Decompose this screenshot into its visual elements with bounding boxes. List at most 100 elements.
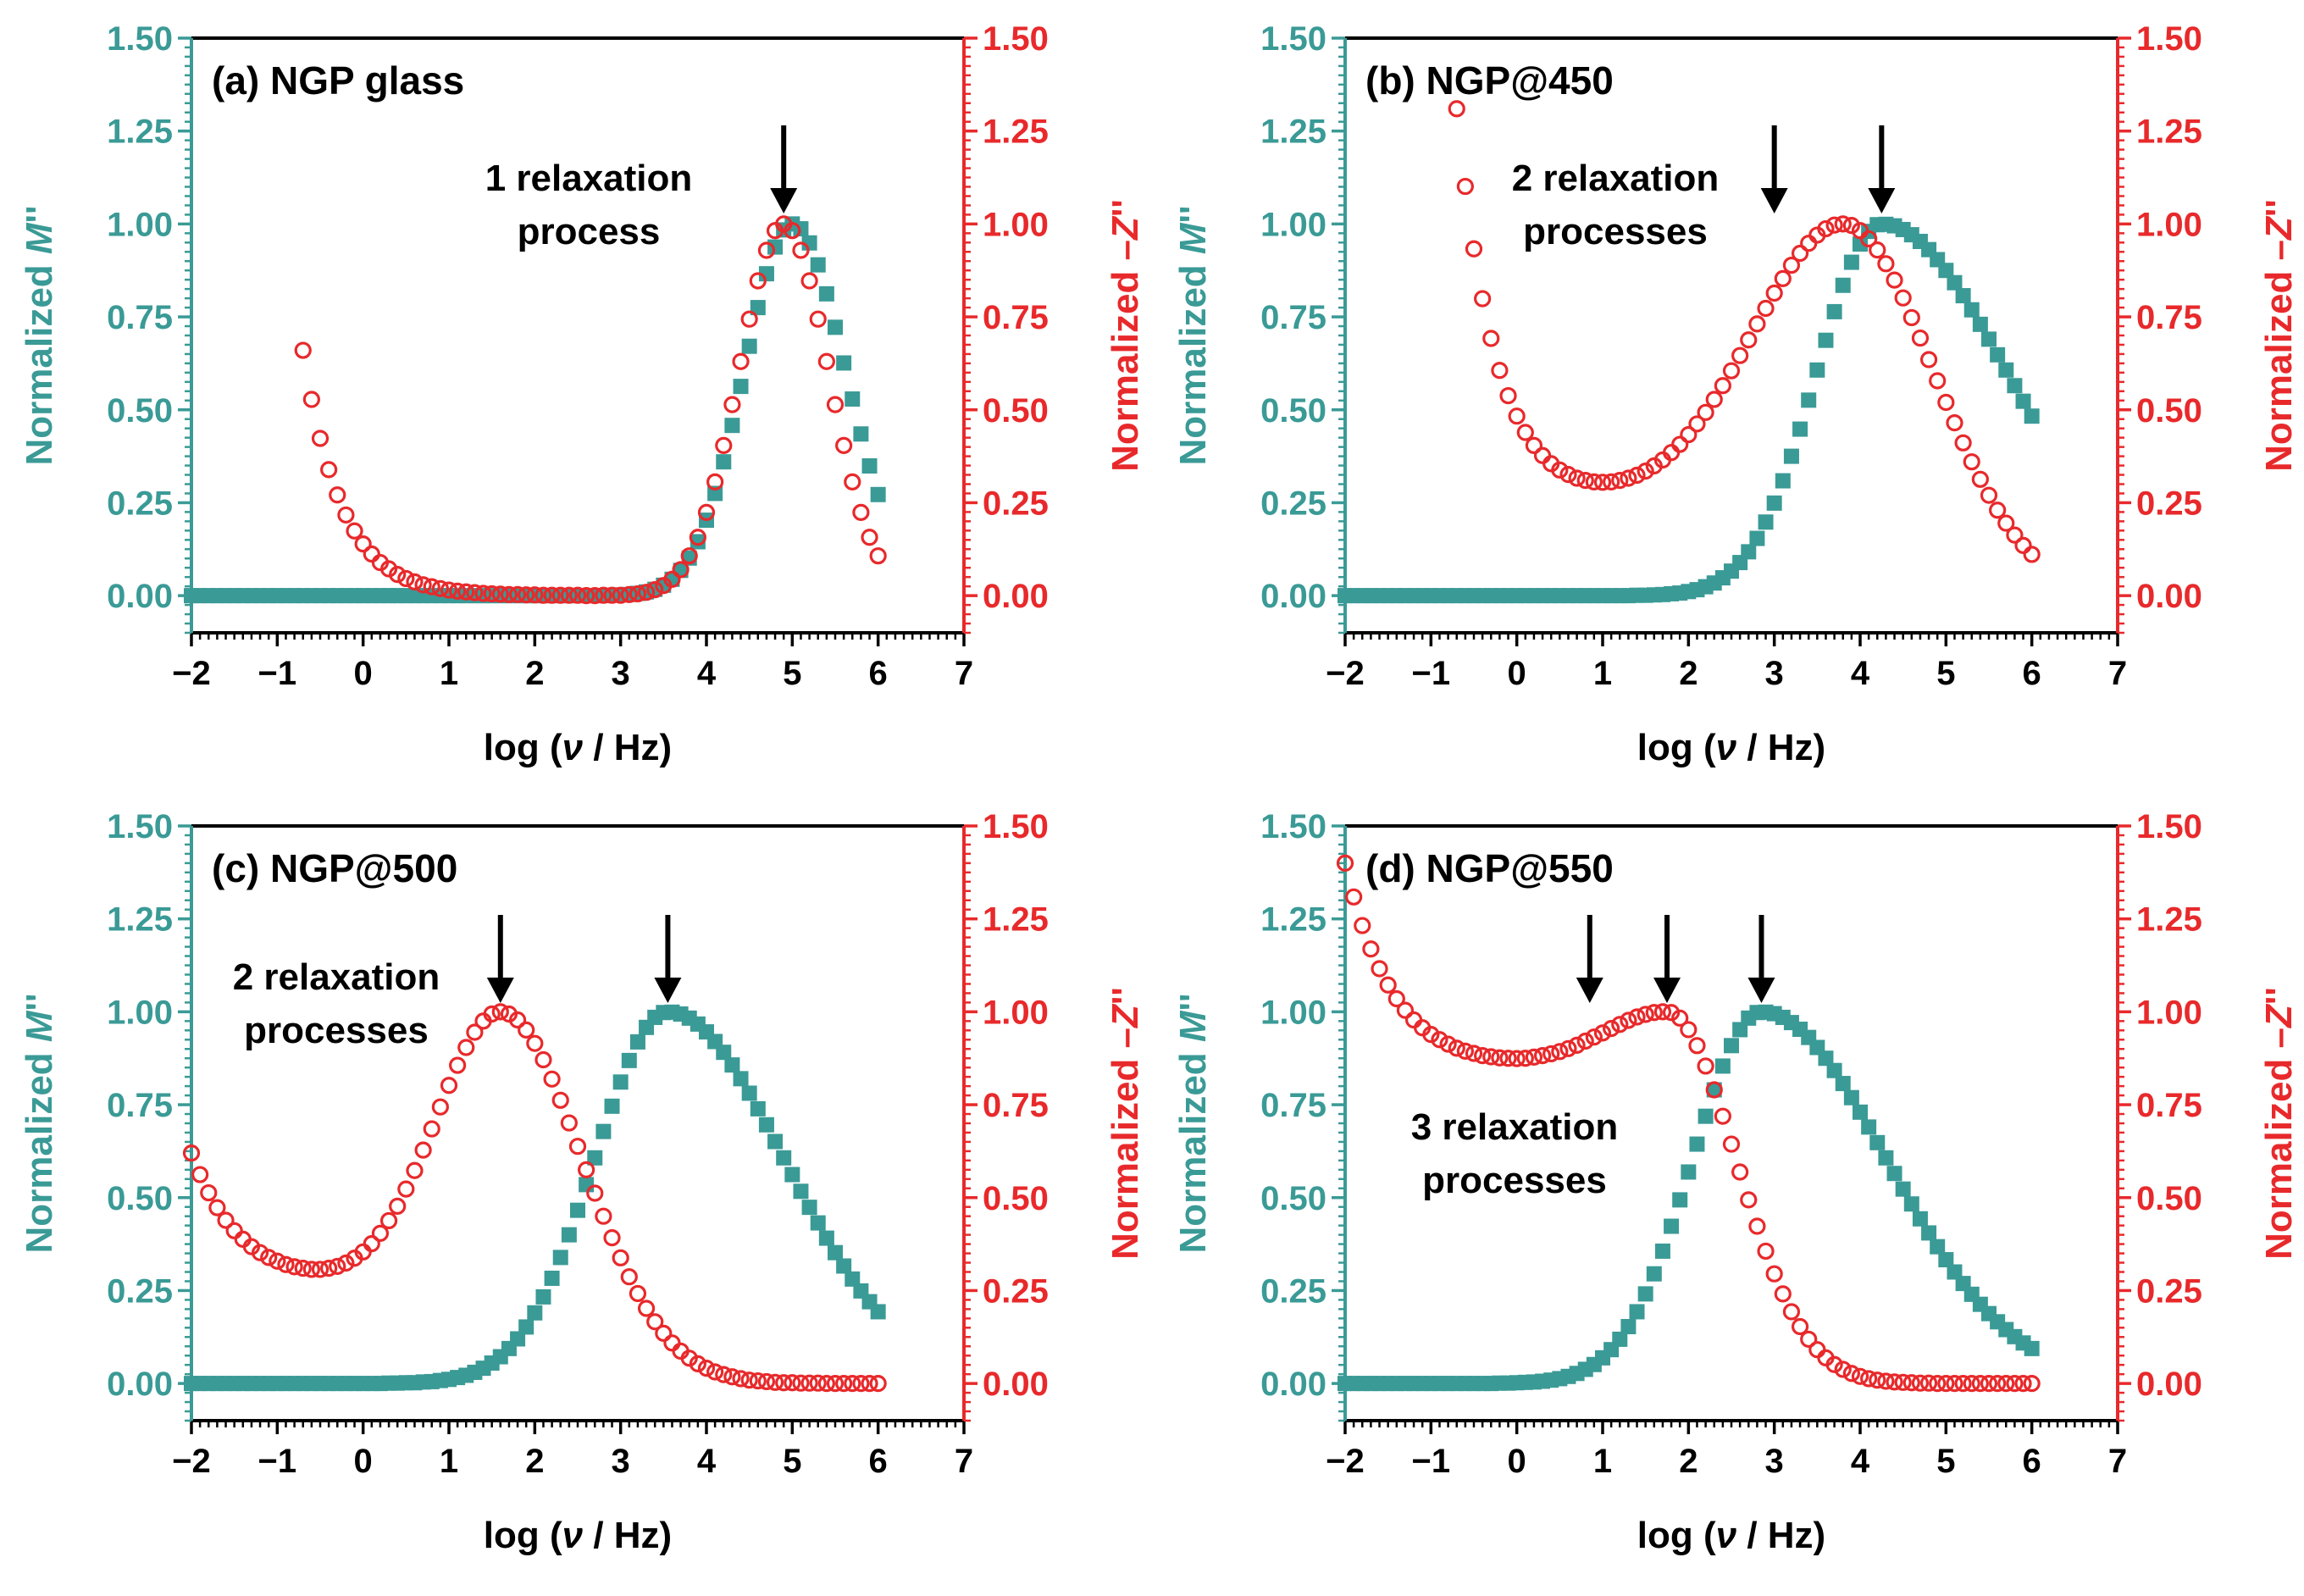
m-data-point — [1637, 1286, 1653, 1302]
z-data-point — [578, 587, 595, 605]
z-data-point — [182, 1144, 201, 1162]
z-data-point — [1422, 1026, 1440, 1044]
m-data-point — [587, 1150, 603, 1166]
z-data-point — [1499, 386, 1517, 405]
m-data-point — [818, 285, 834, 302]
z-data-point — [379, 1211, 398, 1230]
m-data-point — [1853, 1104, 1868, 1120]
m-data-point — [1878, 1150, 1894, 1166]
z-data-point — [869, 547, 887, 565]
x-tick-label: 7 — [2108, 1443, 2127, 1480]
m-data-point — [621, 1052, 637, 1068]
z-data-point — [1482, 1048, 1500, 1066]
z-data-point — [311, 429, 330, 447]
z-data-point — [2023, 546, 2041, 563]
m-data-point — [1792, 421, 1808, 437]
m-data-point — [1963, 302, 1980, 318]
y-right-tick-label: 0.50 — [2136, 392, 2202, 429]
m-data-point — [1981, 331, 1997, 347]
z-data-point — [1954, 1375, 1972, 1393]
z-data-point — [852, 503, 870, 521]
m-data-point — [1706, 1082, 1722, 1098]
z-data-point — [1929, 372, 1947, 390]
y-right-axis-title: Normalized –Z'' — [1105, 199, 1146, 472]
panel-b: −2 −1 0 1 2 3 4 5 6 7 0.00 0.00 0.25 0.25 0.50 0.50 0.75… — [1172, 20, 2300, 768]
z-data-point — [586, 587, 604, 605]
m-data-point — [1714, 1058, 1731, 1074]
z-data-point — [1748, 1217, 1766, 1235]
z-data-point — [655, 1324, 673, 1342]
annotation-line-2: processes — [244, 1010, 429, 1051]
z-data-point — [466, 584, 484, 601]
z-data-point — [1929, 1375, 1947, 1393]
m-data-point — [1895, 1181, 1911, 1197]
x-tick-label: 3 — [612, 1443, 630, 1480]
z-data-point — [1593, 474, 1612, 491]
m-data-point — [750, 300, 766, 316]
z-data-point — [1396, 1001, 1415, 1019]
z-data-point — [1362, 940, 1380, 958]
z-data-point — [1980, 1375, 1998, 1393]
z-data-point — [251, 1244, 269, 1261]
z-data-point — [208, 1199, 226, 1216]
x-tick-label: 2 — [1679, 655, 1698, 692]
y-left-tick-label: 0.00 — [107, 1366, 173, 1403]
z-data-point — [1963, 453, 1980, 471]
z-data-point — [440, 581, 458, 599]
z-data-point — [534, 586, 552, 604]
x-axis-title: log (ν / Hz) — [484, 1515, 672, 1556]
z-data-point — [1465, 1045, 1483, 1062]
m-data-point — [733, 379, 749, 395]
m-data-point — [818, 1230, 834, 1246]
m-data-point — [518, 1319, 534, 1335]
y-left-tick-label: 0.75 — [107, 299, 173, 336]
z-data-point — [491, 1003, 509, 1021]
m-data-point — [810, 1215, 826, 1231]
z-data-point — [1842, 1365, 1860, 1383]
z-data-point — [672, 561, 690, 579]
m-data-point — [707, 485, 723, 502]
x-tick-label: 1 — [440, 1443, 458, 1480]
z-data-point — [1491, 362, 1509, 380]
x-tick-label: 6 — [2023, 1443, 2041, 1480]
y-right-tick-label: 0.75 — [2136, 299, 2202, 336]
z-data-point — [2023, 1375, 2041, 1393]
arrow-head — [1747, 978, 1775, 1003]
z-data-point — [1877, 255, 1895, 273]
z-data-point — [320, 461, 338, 479]
x-tick-label: −1 — [1412, 655, 1451, 692]
y-left-tick-label: 0.75 — [107, 1087, 173, 1124]
z-data-point — [1748, 315, 1766, 333]
m-data-point — [870, 1304, 886, 1320]
z-data-point — [1439, 1035, 1457, 1053]
m-data-point — [1681, 1164, 1697, 1180]
z-data-point — [1620, 469, 1637, 487]
z-data-point — [1731, 1163, 1749, 1181]
x-tick-label: 0 — [1508, 655, 1526, 692]
m-data-point — [784, 1167, 800, 1183]
m-data-point — [758, 266, 774, 282]
z-data-point — [1491, 1049, 1509, 1067]
m-data-point — [1629, 1304, 1645, 1320]
y-left-tick-label: 1.00 — [107, 206, 173, 243]
y-right-tick-label: 0.50 — [983, 392, 1049, 429]
m-data-point — [836, 355, 852, 371]
m-data-point — [1955, 288, 1971, 304]
z-data-point — [294, 341, 312, 359]
z-data-point — [260, 1249, 278, 1266]
z-data-point — [518, 586, 535, 604]
y-right-tick-label: 0.50 — [983, 1180, 1049, 1217]
z-data-point — [826, 396, 845, 413]
y-right-tick-label: 0.25 — [2136, 1272, 2202, 1310]
annotation-line-1: 3 relaxation — [1411, 1106, 1619, 1148]
z-data-point — [852, 1375, 870, 1393]
m-data-point — [1612, 1331, 1628, 1347]
z-data-point — [817, 1375, 835, 1393]
z-data-point — [449, 1056, 467, 1074]
m-data-point — [716, 1045, 732, 1061]
z-data-point — [1576, 1032, 1594, 1050]
m-data-point — [1835, 277, 1851, 293]
y-right-tick-label: 0.25 — [983, 485, 1049, 522]
m-data-point — [1766, 495, 1782, 511]
x-tick-label: 7 — [955, 1443, 973, 1480]
